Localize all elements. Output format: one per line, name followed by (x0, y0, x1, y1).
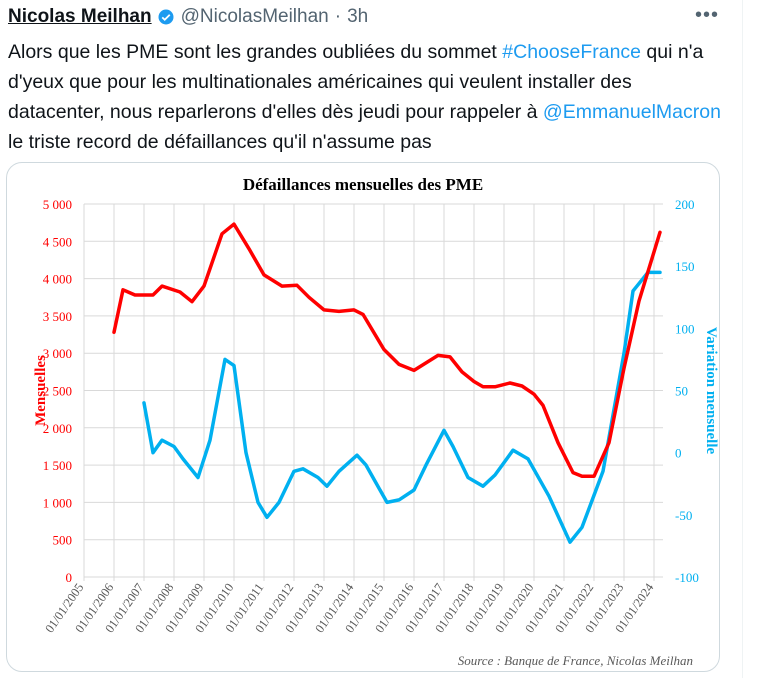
verified-badge-icon (158, 9, 174, 25)
y2-tick-label: 150 (675, 259, 695, 274)
chart-title: Défaillances mensuelles des PME (243, 175, 483, 194)
tweet-text-segment: Alors que les PME sont les grandes oubli… (8, 41, 503, 63)
y-tick-label: 3 500 (43, 309, 72, 324)
y-tick-label: 2 000 (43, 421, 72, 436)
y-tick-label: 1 000 (43, 495, 72, 510)
more-options-icon[interactable]: ••• (695, 4, 720, 26)
series-line-variation (142, 270, 662, 544)
y2-tick-label: 0 (675, 446, 682, 461)
timestamp[interactable]: 3h (347, 6, 369, 27)
y-tick-label: 3 000 (43, 346, 72, 361)
y-tick-label: 5 000 (43, 197, 72, 212)
scroll-divider (742, 0, 743, 678)
y-tick-label: 4 000 (43, 272, 72, 287)
chart-source: Source : Banque de France, Nicolas Meilh… (458, 653, 693, 668)
y2-tick-label: -100 (675, 570, 699, 585)
y2-tick-label: -50 (675, 508, 692, 523)
author-name[interactable]: Nicolas Meilhan (8, 6, 152, 27)
y2-tick-label: 100 (675, 321, 695, 336)
y2-axis-label: Variation mensuelle (703, 327, 719, 455)
tweet-text: Alors que les PME sont les grandes oubli… (8, 37, 728, 157)
y-axis-label: Mensuelles (33, 355, 49, 426)
tweet-link[interactable]: @EmmanuelMacron (542, 101, 721, 123)
chart-image[interactable]: Défaillances mensuelles des PME 0 500 1 000… (6, 162, 720, 672)
y-tick-label: 4 500 (43, 234, 72, 249)
tweet-link[interactable]: #ChooseFrance (502, 41, 642, 63)
y-tick-label: 0 (66, 570, 73, 585)
y2-tick-label: 200 (675, 197, 695, 212)
y-tick-label: 2 500 (43, 384, 72, 399)
tweet-text-segment: qui n'a d'yeux que pour les multinationa… (8, 41, 704, 123)
y2-tick-label: 50 (675, 384, 688, 399)
separator: · (334, 6, 342, 27)
tweet-text-segment: le triste record de défaillances qu'il n… (8, 131, 432, 153)
y-tick-label: 500 (53, 533, 73, 548)
author-handle[interactable]: @NicolasMeilhan (180, 6, 329, 27)
y-tick-label: 1 500 (43, 458, 72, 473)
series-line-mensuelles (112, 222, 662, 479)
tweet-header: Nicolas Meilhan @NicolasMeilhan · 3h (8, 6, 368, 28)
